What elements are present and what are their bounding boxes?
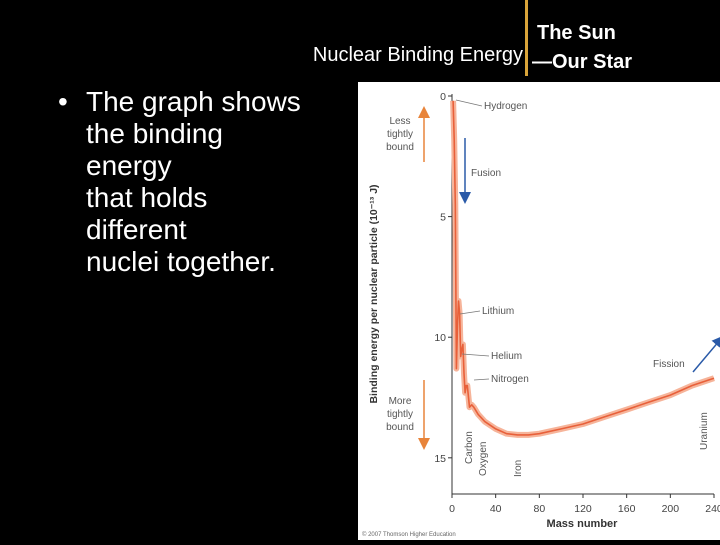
x-tick-label: 160 [618, 503, 636, 515]
bullet-line: different [86, 214, 187, 245]
y-tick-label: 0 [440, 91, 446, 103]
slide-title-line-2: —Our Star [532, 51, 633, 73]
y-axis-label: Binding energy per nuclear particle (10⁻… [368, 184, 380, 403]
fission-label: Fission [653, 359, 685, 370]
helium-label: Helium [491, 351, 522, 362]
lithium-leader [459, 310, 481, 315]
less-tightly-label: tightly [387, 129, 413, 140]
bullet-line: the binding [86, 118, 224, 149]
nitrogen-label: Nitrogen [491, 374, 529, 385]
less-tightly-label: bound [386, 142, 414, 153]
more-tightly-label: More [389, 396, 412, 407]
y-tick-label: 10 [434, 332, 446, 344]
nitrogen-leader [473, 378, 490, 381]
fusion-label: Fusion [471, 168, 501, 179]
bullet-line: nuclei together. [86, 246, 276, 277]
carbon-label: Carbon [464, 431, 475, 464]
x-tick-label: 120 [574, 503, 592, 515]
bullet-line: The graph shows [86, 86, 301, 117]
more-tightly-label: tightly [387, 409, 413, 420]
header-subtitle: Nuclear Binding Energy [312, 44, 523, 66]
binding-energy-chart: 0 40 80 120 160 200 240 0 5 10 15 Binding energy p… [362, 91, 720, 538]
fission-arrow [692, 335, 720, 373]
bullet-text: The graph shows the binding energy that … [86, 86, 346, 278]
iron-label: Iron [513, 460, 524, 477]
hydrogen-label: Hydrogen [484, 101, 527, 112]
x-tick-label: 80 [533, 503, 545, 515]
left-strip [0, 0, 24, 540]
binding-energy-curve [452, 100, 715, 436]
hydrogen-leader [455, 99, 483, 107]
oxygen-label: Oxygen [478, 442, 489, 476]
lithium-label: Lithium [482, 306, 514, 317]
x-tick-label: 240 [705, 503, 720, 515]
x-tick-label: 200 [662, 503, 680, 515]
helium-leader [461, 353, 490, 357]
bullet-line: energy [86, 150, 172, 181]
title-divider [525, 0, 528, 76]
y-tick-label: 5 [440, 212, 446, 224]
chart-panel: 0 40 80 120 160 200 240 0 5 10 15 Binding energy p… [358, 82, 720, 540]
x-axis-label: Mass number [547, 518, 619, 530]
bullet-line: that holds [86, 182, 208, 213]
x-tick-label: 40 [490, 503, 502, 515]
y-tick-label: 15 [434, 453, 446, 465]
x-tick-label: 0 [449, 503, 455, 515]
bullet-dot-icon: • [58, 86, 68, 117]
slide-title-line-1: The Sun [537, 22, 616, 44]
copyright-text: © 2007 Thomson Higher Education [362, 531, 456, 538]
uranium-label: Uranium [699, 412, 710, 450]
less-tightly-label: Less [389, 116, 410, 127]
more-tightly-label: bound [386, 422, 414, 433]
